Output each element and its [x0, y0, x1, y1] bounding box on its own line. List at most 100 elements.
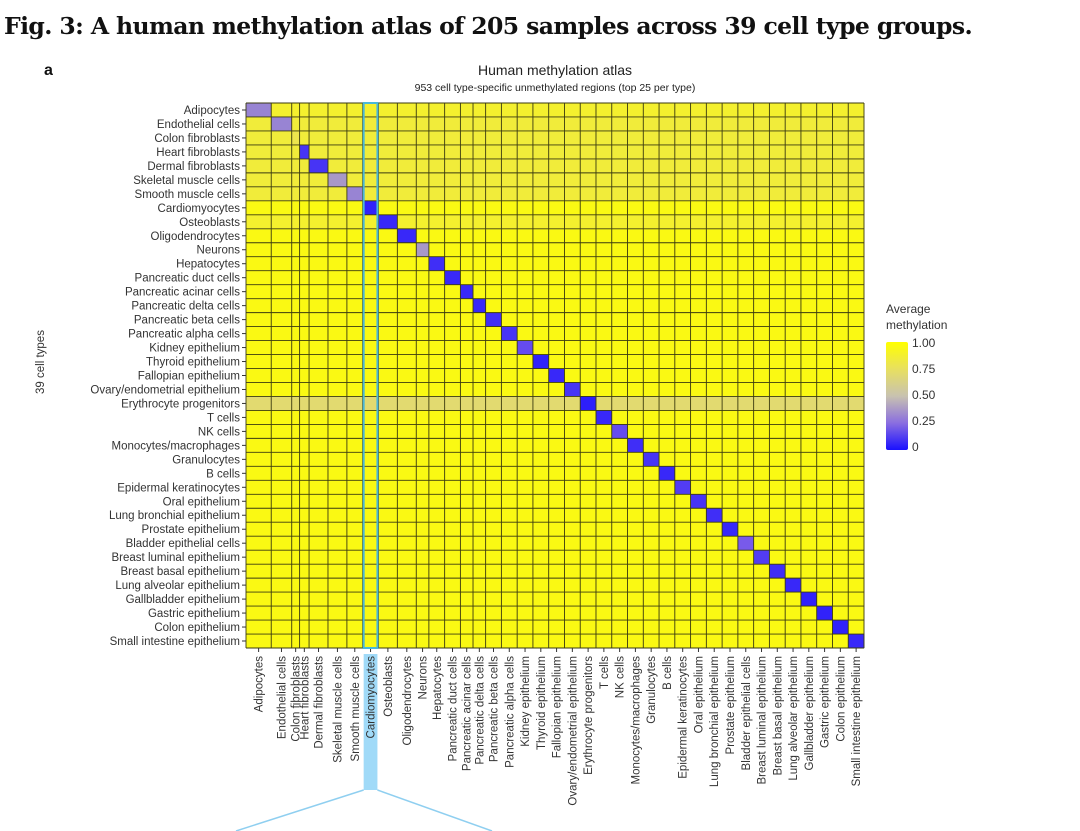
heatmap-cell — [501, 242, 518, 258]
heatmap-cell — [659, 228, 676, 244]
heatmap-cell — [690, 144, 707, 160]
heatmap-cell — [309, 536, 329, 551]
heatmap-cell — [532, 158, 549, 174]
heatmap-cell — [548, 382, 565, 397]
heatmap-cell — [816, 494, 833, 509]
row-label: Lung bronchial epithelium — [109, 510, 240, 522]
heatmap-cell — [800, 536, 818, 551]
heatmap-cell — [309, 340, 329, 355]
heatmap-cell — [611, 424, 628, 439]
heatmap-cell — [595, 130, 613, 146]
heatmap-cell — [564, 550, 581, 565]
heatmap-cell — [737, 578, 754, 593]
heatmap-cell — [485, 144, 502, 160]
heatmap-cell — [659, 354, 676, 369]
heatmap-cell — [848, 340, 865, 355]
heatmap-cell — [580, 424, 597, 439]
heatmap-cell — [327, 606, 348, 621]
heatmap-cell — [595, 606, 613, 621]
heatmap-cell — [246, 368, 272, 383]
heatmap-cell — [271, 494, 293, 509]
heatmap-cell — [501, 103, 518, 118]
heatmap-cell — [595, 200, 613, 216]
heatmap-cell — [327, 186, 348, 202]
heatmap-cell — [753, 144, 770, 160]
heatmap-cell — [674, 214, 691, 230]
heatmap-cell — [785, 116, 802, 132]
heatmap-cell — [769, 256, 786, 271]
heatmap-cell — [444, 228, 461, 244]
heatmap-cell — [706, 130, 723, 146]
heatmap-cell — [690, 410, 707, 425]
heatmap-cell — [832, 228, 849, 244]
heatmap-cell — [485, 606, 502, 621]
heatmap-cell — [848, 592, 865, 607]
heatmap-cell — [753, 606, 770, 621]
heatmap-cell — [816, 228, 833, 244]
heatmap-cell — [246, 103, 272, 118]
heatmap-cell — [346, 228, 363, 244]
heatmap-cell — [800, 508, 818, 523]
heatmap-cell — [473, 228, 486, 244]
heatmap-cell — [611, 634, 628, 649]
heatmap-cell — [291, 382, 300, 397]
heatmap-cell — [327, 326, 348, 341]
heatmap-cell — [737, 410, 754, 425]
heatmap-cell — [785, 214, 802, 230]
heatmap-cell — [580, 606, 597, 621]
heatmap-cell — [611, 186, 628, 202]
heatmap-cell — [299, 256, 310, 271]
heatmap-cell — [564, 242, 581, 258]
heatmap-cell — [378, 578, 398, 593]
heatmap-cell — [832, 508, 849, 523]
heatmap-cell — [416, 606, 430, 621]
heatmap-cell — [362, 186, 379, 202]
heatmap-cell — [722, 270, 739, 285]
heatmap-cell — [346, 158, 363, 174]
heatmap-cell — [378, 284, 398, 299]
heatmap-cell — [397, 536, 417, 551]
row-label: Thyroid epithelium — [146, 357, 240, 369]
heatmap-cell — [378, 494, 398, 509]
row-label: Lung alveolar epithelium — [115, 580, 240, 592]
heatmap-cell — [737, 326, 754, 341]
heatmap-cell — [346, 620, 363, 635]
heatmap-cell — [659, 550, 676, 565]
heatmap-cell — [659, 103, 676, 118]
heatmap-cell — [753, 438, 770, 453]
heatmap-cell — [428, 242, 445, 258]
heatmap-cell — [299, 354, 310, 369]
heatmap-cell — [722, 452, 739, 467]
heatmap-cell — [291, 424, 300, 439]
heatmap-cell — [722, 606, 739, 621]
heatmap-cell — [362, 172, 379, 188]
column-label: Pancreatic alpha cells — [504, 656, 516, 768]
heatmap-cell — [769, 438, 786, 453]
heatmap-cell — [816, 103, 833, 118]
heatmap-cell — [595, 340, 613, 355]
heatmap-cell — [444, 508, 461, 523]
heatmap-cell — [416, 410, 430, 425]
heatmap-cell — [611, 354, 628, 369]
heatmap-cell — [291, 354, 300, 369]
heatmap-cell — [517, 368, 534, 383]
heatmap-cell — [416, 424, 430, 439]
heatmap-cell — [690, 298, 707, 313]
heatmap-cell — [362, 452, 379, 467]
heatmap-cell — [564, 564, 581, 579]
heatmap-cell — [532, 312, 549, 327]
heatmap-cell — [816, 634, 833, 649]
heatmap-cell — [848, 144, 865, 160]
heatmap-cell — [643, 214, 660, 230]
heatmap-cell — [753, 116, 770, 132]
heatmap-cell — [595, 284, 613, 299]
column-label: Hepatocytes — [432, 656, 444, 720]
heatmap-cell — [271, 130, 293, 146]
heatmap-cell — [428, 438, 445, 453]
heatmap-cell — [753, 550, 770, 565]
heatmap-cell — [643, 494, 660, 509]
heatmap-cell — [517, 270, 534, 285]
heatmap-cell — [690, 368, 707, 383]
heatmap-cell — [416, 592, 430, 607]
heatmap-cell — [659, 200, 676, 216]
